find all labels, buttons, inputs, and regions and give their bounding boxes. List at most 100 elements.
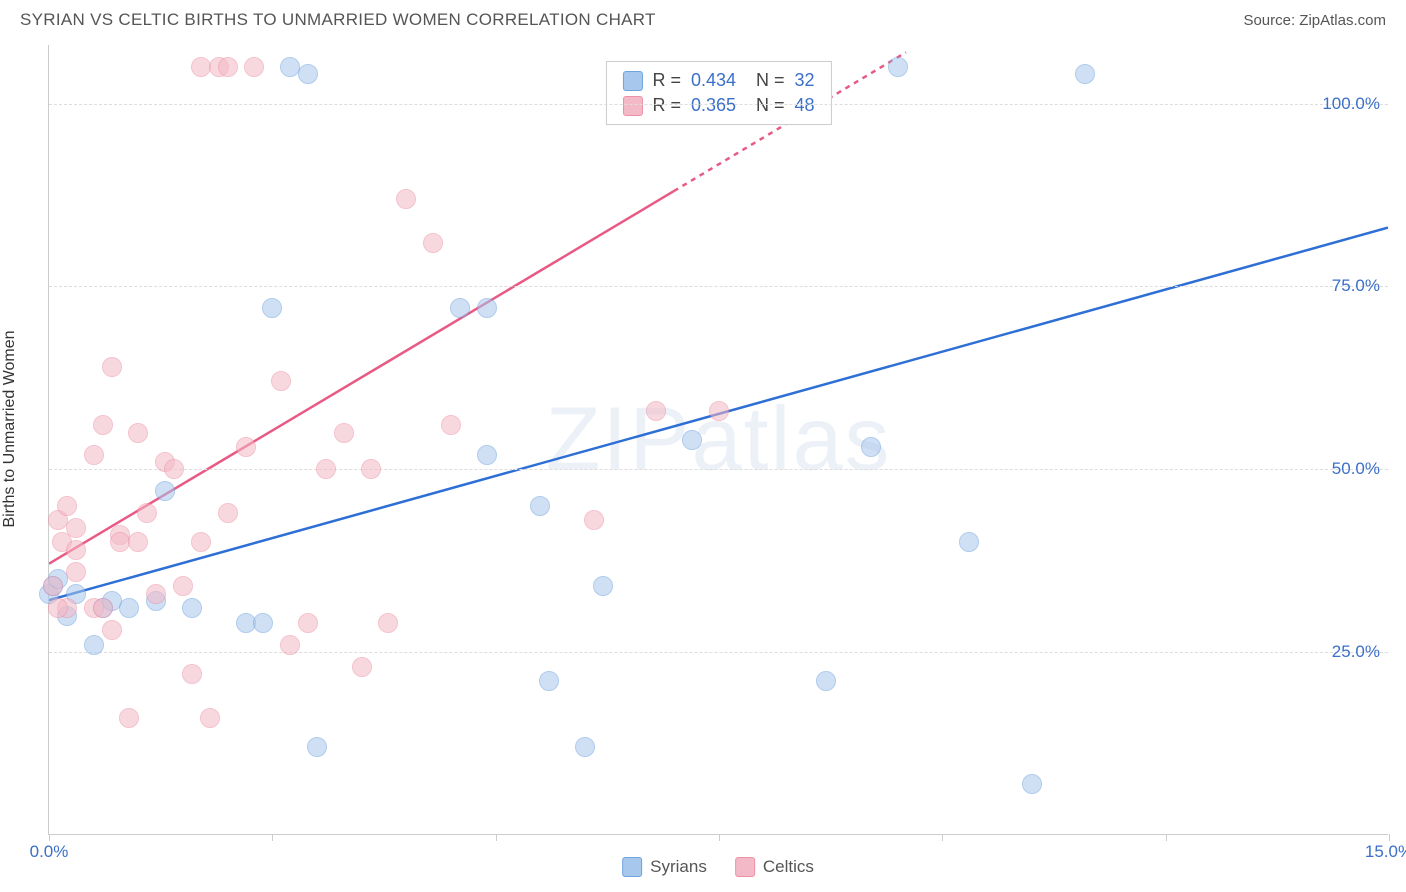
data-point[interactable] — [218, 503, 238, 523]
x-tick — [496, 834, 497, 841]
gridline — [49, 104, 1388, 105]
stat-n-value: 48 — [795, 95, 815, 116]
stats-row: R = 0.365 N = 48 — [622, 93, 814, 118]
data-point[interactable] — [244, 57, 264, 77]
data-point[interactable] — [218, 57, 238, 77]
data-point[interactable] — [84, 635, 104, 655]
data-point[interactable] — [888, 57, 908, 77]
data-point[interactable] — [352, 657, 372, 677]
y-tick-label: 25.0% — [1332, 642, 1380, 662]
data-point[interactable] — [182, 598, 202, 618]
stat-r-label: R = — [652, 70, 681, 91]
legend-swatch — [622, 96, 642, 116]
data-point[interactable] — [450, 298, 470, 318]
data-point[interactable] — [593, 576, 613, 596]
data-point[interactable] — [361, 459, 381, 479]
data-point[interactable] — [57, 496, 77, 516]
data-point[interactable] — [378, 613, 398, 633]
x-tick — [942, 834, 943, 841]
data-point[interactable] — [959, 532, 979, 552]
data-point[interactable] — [316, 459, 336, 479]
data-point[interactable] — [441, 415, 461, 435]
stats-box: R = 0.434 N = 32R = 0.365 N = 48 — [605, 61, 831, 125]
data-point[interactable] — [423, 233, 443, 253]
data-point[interactable] — [861, 437, 881, 457]
y-tick-label: 100.0% — [1322, 94, 1380, 114]
data-point[interactable] — [709, 401, 729, 421]
data-point[interactable] — [119, 708, 139, 728]
data-point[interactable] — [93, 598, 113, 618]
data-point[interactable] — [102, 357, 122, 377]
data-point[interactable] — [164, 459, 184, 479]
chart-title: SYRIAN VS CELTIC BIRTHS TO UNMARRIED WOM… — [20, 10, 656, 30]
data-point[interactable] — [307, 737, 327, 757]
y-axis-label: Births to Unmarried Women — [1, 330, 19, 527]
data-point[interactable] — [48, 598, 68, 618]
data-point[interactable] — [84, 445, 104, 465]
data-point[interactable] — [298, 64, 318, 84]
data-point[interactable] — [646, 401, 666, 421]
legend-swatch — [735, 857, 755, 877]
data-point[interactable] — [575, 737, 595, 757]
data-point[interactable] — [253, 613, 273, 633]
x-tick — [1389, 834, 1390, 841]
data-point[interactable] — [280, 635, 300, 655]
data-point[interactable] — [236, 437, 256, 457]
legend-swatch — [622, 857, 642, 877]
chart-source: Source: ZipAtlas.com — [1243, 12, 1386, 29]
data-point[interactable] — [682, 430, 702, 450]
x-tick-label: 0.0% — [30, 842, 69, 862]
x-tick-label: 15.0% — [1365, 842, 1406, 862]
data-point[interactable] — [262, 298, 282, 318]
legend-swatch — [622, 71, 642, 91]
data-point[interactable] — [200, 708, 220, 728]
data-point[interactable] — [93, 415, 113, 435]
data-point[interactable] — [530, 496, 550, 516]
data-point[interactable] — [102, 620, 122, 640]
stat-r-value: 0.365 — [691, 95, 736, 116]
gridline — [49, 286, 1388, 287]
legend-item[interactable]: Syrians — [622, 857, 707, 877]
data-point[interactable] — [1022, 774, 1042, 794]
data-point[interactable] — [816, 671, 836, 691]
data-point[interactable] — [155, 481, 175, 501]
legend-label: Celtics — [763, 857, 814, 877]
data-point[interactable] — [477, 298, 497, 318]
legend-item[interactable]: Celtics — [735, 857, 814, 877]
data-point[interactable] — [146, 584, 166, 604]
plot-area: ZIPatlas R = 0.434 N = 32R = 0.365 N = 4… — [48, 45, 1388, 835]
stat-n-value: 32 — [795, 70, 815, 91]
stat-n-label: N = — [746, 70, 785, 91]
data-point[interactable] — [43, 576, 63, 596]
x-tick — [49, 834, 50, 841]
data-point[interactable] — [334, 423, 354, 443]
data-point[interactable] — [137, 503, 157, 523]
gridline — [49, 652, 1388, 653]
data-point[interactable] — [66, 562, 86, 582]
stat-r-label: R = — [652, 95, 681, 116]
data-point[interactable] — [271, 371, 291, 391]
y-tick-label: 50.0% — [1332, 459, 1380, 479]
x-tick — [1166, 834, 1167, 841]
data-point[interactable] — [66, 518, 86, 538]
data-point[interactable] — [539, 671, 559, 691]
data-point[interactable] — [66, 540, 86, 560]
stat-r-value: 0.434 — [691, 70, 736, 91]
data-point[interactable] — [298, 613, 318, 633]
data-point[interactable] — [1075, 64, 1095, 84]
data-point[interactable] — [119, 598, 139, 618]
x-tick — [719, 834, 720, 841]
data-point[interactable] — [173, 576, 193, 596]
stats-row: R = 0.434 N = 32 — [622, 68, 814, 93]
data-point[interactable] — [477, 445, 497, 465]
data-point[interactable] — [128, 532, 148, 552]
legend-label: Syrians — [650, 857, 707, 877]
x-tick — [272, 834, 273, 841]
gridline — [49, 469, 1388, 470]
data-point[interactable] — [584, 510, 604, 530]
data-point[interactable] — [191, 532, 211, 552]
data-point[interactable] — [128, 423, 148, 443]
data-point[interactable] — [396, 189, 416, 209]
data-point[interactable] — [182, 664, 202, 684]
chart-container: ZIPatlas R = 0.434 N = 32R = 0.365 N = 4… — [48, 45, 1388, 835]
